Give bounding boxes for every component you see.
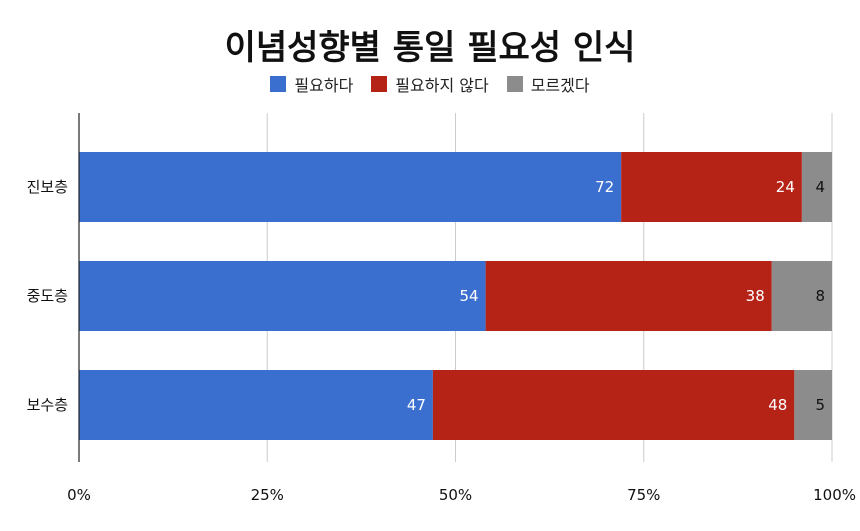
data-label: 24 xyxy=(776,178,795,196)
x-tick-label: 50% xyxy=(439,486,472,504)
bar-segment xyxy=(79,261,486,331)
data-label: 54 xyxy=(460,287,479,305)
data-label: 4 xyxy=(815,178,825,196)
bar-segment xyxy=(621,152,802,222)
legend-label: 필요하지 않다 xyxy=(395,76,489,95)
bar-segment xyxy=(771,261,832,331)
legend-item-unsupportive: 필요하지 않다 xyxy=(371,72,489,96)
data-label: 38 xyxy=(746,287,765,305)
category-label: 진보층 xyxy=(27,178,68,196)
data-label: 8 xyxy=(815,287,825,305)
legend-swatch xyxy=(506,76,523,92)
bar-segment xyxy=(485,261,772,331)
data-label: 5 xyxy=(815,396,825,414)
bar-segment xyxy=(79,152,622,222)
data-label: 47 xyxy=(407,396,426,414)
bar-segment xyxy=(801,152,832,222)
x-tick-label: 100% xyxy=(813,486,856,504)
x-tick-label: 75% xyxy=(627,486,660,504)
x-tick-label: 25% xyxy=(251,486,284,504)
legend-item-unsure: 모르겠다 xyxy=(506,72,590,96)
chart-title: 이념성향별 통일 필요성 인식 xyxy=(224,28,636,68)
x-tick-label: 0% xyxy=(67,486,91,504)
legend-item-supportive: 필요하다 xyxy=(270,72,353,96)
category-label: 보수층 xyxy=(27,396,68,414)
data-label: 72 xyxy=(595,178,614,196)
data-label: 48 xyxy=(768,396,787,414)
bar-segment xyxy=(79,370,433,440)
legend-swatch xyxy=(371,76,388,92)
bar-segment xyxy=(794,370,832,440)
legend: 필요하다 필요하지 않다 모르겠다 xyxy=(0,72,860,96)
legend-label: 모르겠다 xyxy=(530,76,590,95)
bar-segment xyxy=(432,370,795,440)
legend-swatch xyxy=(270,76,287,92)
legend-label: 필요하다 xyxy=(294,76,354,95)
category-label: 중도층 xyxy=(27,287,68,305)
